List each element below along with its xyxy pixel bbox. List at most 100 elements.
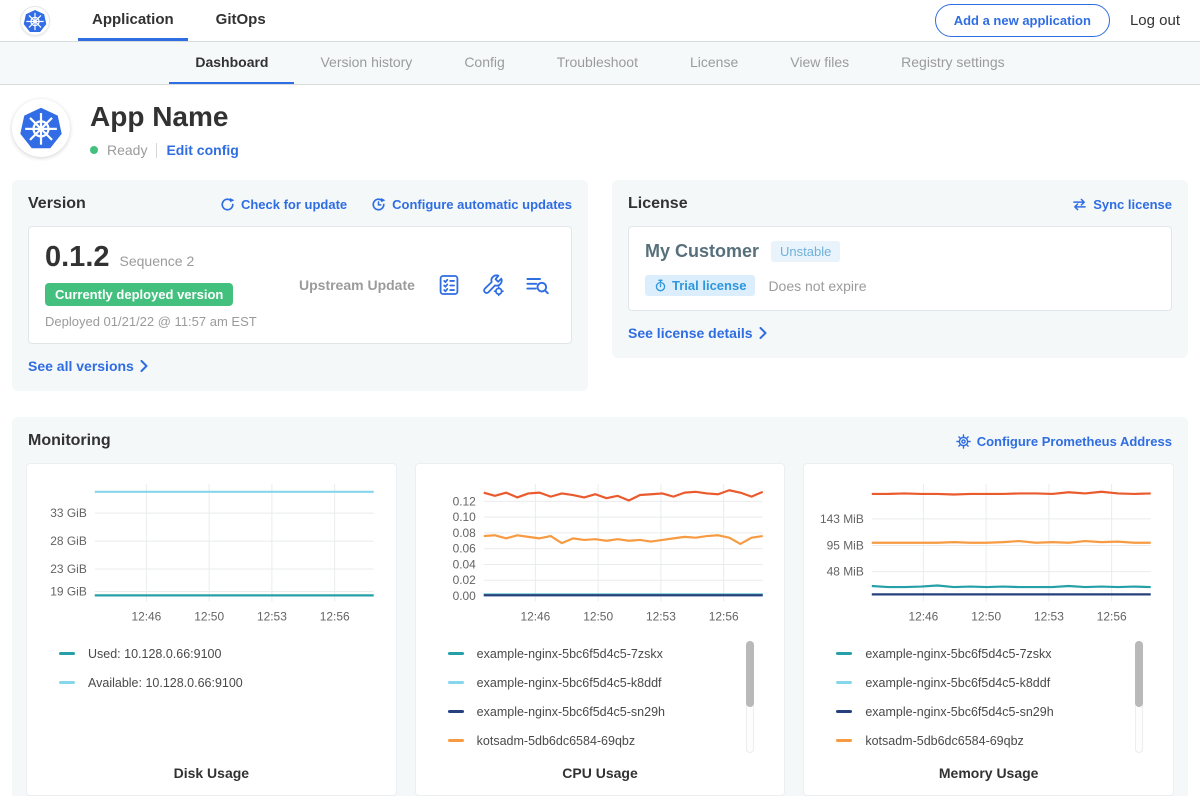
license-card: License Sync license My Customer Unstabl… [612, 180, 1188, 358]
edit-config-wrench-icon[interactable] [481, 273, 505, 297]
version-source: Upstream Update [299, 277, 415, 293]
tab-license[interactable]: License [664, 42, 764, 84]
disk-usage-plot: 19 GiB23 GiB28 GiB33 GiB12:4612:5012:531… [37, 476, 386, 627]
legend-label: example-nginx-5bc6f5d4c5-7zskx [477, 647, 663, 661]
top-nav-tabs: Application GitOps [78, 0, 294, 41]
legend-item: kotsadm-5db6dc6584-69qbz [836, 726, 1157, 755]
configure-prometheus-link[interactable]: Configure Prometheus Address [956, 434, 1172, 449]
legend-label: example-nginx-5bc6f5d4c5-7zskx [865, 647, 1051, 661]
status-badge: Ready [107, 142, 147, 158]
scrollbar-thumb[interactable] [746, 641, 754, 707]
legend-swatch [836, 739, 852, 742]
sync-license-link[interactable]: Sync license [1072, 197, 1172, 212]
license-expiry: Does not expire [768, 278, 866, 294]
legend-label: Available: 10.128.0.66:9100 [88, 676, 243, 690]
currently-deployed-badge: Currently deployed version [45, 283, 233, 306]
app-sub-nav: Dashboard Version history Config Trouble… [0, 42, 1200, 85]
legend-label: example-nginx-5bc6f5d4c5-k8ddf [477, 676, 662, 690]
scrollbar-thumb[interactable] [1135, 641, 1143, 707]
memory-usage-plot: 48 MiB95 MiB143 MiB12:4612:5012:5312:56 [814, 476, 1163, 627]
version-sequence: Sequence 2 [120, 253, 195, 269]
svg-text:12:46: 12:46 [520, 609, 550, 623]
see-license-details-label: See license details [628, 325, 753, 341]
top-nav: Application GitOps Add a new application… [0, 0, 1200, 42]
license-details-row: My Customer Unstable Trial license Does … [628, 226, 1172, 311]
svg-text:12:46: 12:46 [131, 609, 161, 623]
tab-version-history[interactable]: Version history [294, 42, 438, 84]
svg-text:12:50: 12:50 [972, 609, 1002, 623]
license-card-title: License [628, 195, 688, 213]
page-title: App Name [90, 101, 239, 133]
legend-swatch [59, 681, 75, 684]
see-license-details-link[interactable]: See license details [628, 325, 767, 341]
legend-item: example-nginx-5bc6f5d4c5-k8ddf [448, 668, 769, 697]
app-header: App Name Ready Edit config [0, 85, 1200, 174]
tab-dashboard[interactable]: Dashboard [169, 42, 294, 84]
version-card-title: Version [28, 195, 86, 213]
configure-automatic-updates-label: Configure automatic updates [392, 197, 572, 212]
see-all-versions-link[interactable]: See all versions [28, 358, 148, 374]
legend-swatch [59, 652, 75, 655]
svg-text:12:56: 12:56 [320, 609, 350, 623]
edit-config-link[interactable]: Edit config [166, 142, 238, 158]
version-number: 0.1.2 [45, 241, 110, 274]
tab-troubleshoot[interactable]: Troubleshoot [531, 42, 664, 84]
gear-icon [956, 434, 971, 449]
tab-view-files[interactable]: View files [764, 42, 875, 84]
legend-item: Available: 10.128.0.66:9100 [59, 668, 380, 697]
tab-application[interactable]: Application [78, 0, 188, 41]
deployed-timestamp: Deployed 01/21/22 @ 11:57 am EST [45, 314, 285, 329]
legend-swatch [836, 652, 852, 655]
legend-scrollbar[interactable] [746, 641, 754, 753]
legend-item: Used: 10.128.0.66:9100 [59, 639, 380, 668]
tab-registry-settings[interactable]: Registry settings [875, 42, 1030, 84]
configure-prometheus-label: Configure Prometheus Address [977, 434, 1172, 449]
add-new-application-button[interactable]: Add a new application [935, 4, 1110, 37]
kubernetes-helm-glyph [19, 106, 63, 150]
chart-title: Disk Usage [37, 765, 386, 781]
tab-label: Troubleshoot [557, 54, 638, 70]
legend-item: example-nginx-5bc6f5d4c5-sn29h [448, 697, 769, 726]
disk-usage-chart-card: 19 GiB23 GiB28 GiB33 GiB12:4612:5012:531… [26, 463, 397, 796]
legend-swatch [836, 681, 852, 684]
svg-text:12:50: 12:50 [194, 609, 224, 623]
chevron-right-icon [140, 360, 148, 372]
svg-text:0.04: 0.04 [452, 557, 476, 571]
app-icon [12, 99, 70, 157]
legend-item: example-nginx-5bc6f5d4c5-7zskx [448, 639, 769, 668]
check-for-update-link[interactable]: Check for update [220, 197, 347, 212]
logout-button[interactable]: Log out [1130, 12, 1180, 29]
configure-automatic-updates-link[interactable]: Configure automatic updates [371, 197, 572, 212]
monitoring-title: Monitoring [28, 432, 111, 450]
svg-text:12:56: 12:56 [1097, 609, 1127, 623]
svg-text:48 MiB: 48 MiB [827, 565, 864, 579]
svg-text:0.10: 0.10 [452, 510, 476, 524]
svg-text:0.08: 0.08 [452, 526, 476, 540]
tab-label: Version history [320, 54, 412, 70]
chart-title: CPU Usage [426, 765, 775, 781]
cpu-usage-legend: example-nginx-5bc6f5d4c5-7zskx example-ng… [448, 639, 769, 759]
tab-gitops-label: GitOps [216, 11, 266, 28]
legend-scrollbar[interactable] [1135, 641, 1143, 753]
top-nav-right: Add a new application Log out [935, 0, 1180, 41]
legend-item: example-nginx-5bc6f5d4c5-7zskx [836, 639, 1157, 668]
svg-text:19 GiB: 19 GiB [50, 584, 87, 598]
deploy-logs-icon[interactable] [525, 273, 549, 297]
preflight-checks-icon[interactable] [437, 273, 461, 297]
svg-text:12:53: 12:53 [646, 609, 676, 623]
kubernetes-logo-icon[interactable] [20, 6, 50, 36]
legend-swatch [448, 652, 464, 655]
memory-usage-legend: example-nginx-5bc6f5d4c5-7zskxexample-ng… [836, 639, 1157, 759]
monitoring-section: Monitoring Configure Prometheus Address … [12, 417, 1188, 796]
tab-label: Registry settings [901, 54, 1004, 70]
memory-usage-chart-card: 48 MiB95 MiB143 MiB12:4612:5012:5312:56 … [803, 463, 1174, 796]
tab-config[interactable]: Config [438, 42, 530, 84]
divider [156, 143, 157, 158]
status-dot [90, 146, 98, 154]
tab-gitops[interactable]: GitOps [202, 0, 280, 41]
legend-swatch [448, 681, 464, 684]
tab-label: View files [790, 54, 849, 70]
version-card: Version Check for update Configure autom… [12, 180, 588, 391]
customer-name: My Customer [645, 241, 759, 262]
svg-text:12:50: 12:50 [583, 609, 613, 623]
